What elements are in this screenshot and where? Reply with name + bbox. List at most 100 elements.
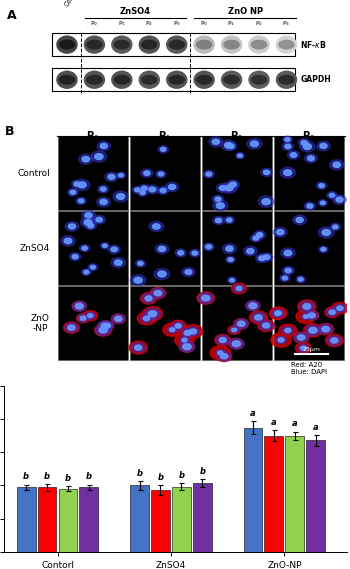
Circle shape <box>332 225 338 229</box>
Circle shape <box>224 143 232 148</box>
Circle shape <box>304 202 316 210</box>
Circle shape <box>72 301 86 311</box>
Text: b: b <box>199 467 205 476</box>
Text: 25μm: 25μm <box>302 347 321 352</box>
Circle shape <box>319 184 324 188</box>
Circle shape <box>327 336 341 345</box>
Circle shape <box>230 327 239 333</box>
Ellipse shape <box>278 75 295 85</box>
Circle shape <box>105 172 118 182</box>
Circle shape <box>82 211 95 220</box>
Circle shape <box>138 189 147 196</box>
Circle shape <box>216 335 229 345</box>
Circle shape <box>82 156 90 162</box>
Text: P$_2$: P$_2$ <box>230 130 243 143</box>
Circle shape <box>197 292 215 304</box>
Circle shape <box>131 343 145 352</box>
Circle shape <box>111 247 118 251</box>
Circle shape <box>202 295 210 301</box>
Ellipse shape <box>111 35 133 54</box>
Ellipse shape <box>251 40 267 50</box>
Circle shape <box>265 171 268 174</box>
Circle shape <box>285 138 290 141</box>
Circle shape <box>203 243 214 251</box>
Circle shape <box>273 227 287 237</box>
Circle shape <box>320 184 323 187</box>
Circle shape <box>282 142 294 150</box>
Circle shape <box>298 300 316 313</box>
Circle shape <box>229 258 232 261</box>
Circle shape <box>238 154 242 157</box>
Circle shape <box>236 152 245 159</box>
Circle shape <box>278 338 284 342</box>
Text: ZnSO4: ZnSO4 <box>20 244 50 253</box>
Circle shape <box>138 262 143 265</box>
Text: b: b <box>136 468 142 477</box>
Circle shape <box>108 245 120 254</box>
Ellipse shape <box>196 40 212 50</box>
Circle shape <box>210 346 231 360</box>
Circle shape <box>151 288 165 298</box>
Circle shape <box>135 188 140 192</box>
Circle shape <box>113 191 128 202</box>
Circle shape <box>69 253 81 261</box>
Text: P$_3$: P$_3$ <box>282 19 290 28</box>
Ellipse shape <box>221 35 242 54</box>
Ellipse shape <box>86 40 103 50</box>
Circle shape <box>184 331 191 335</box>
Circle shape <box>101 321 113 330</box>
Circle shape <box>135 188 140 191</box>
Circle shape <box>215 218 222 222</box>
Circle shape <box>156 171 166 178</box>
Circle shape <box>175 333 194 347</box>
Circle shape <box>206 172 212 176</box>
Circle shape <box>262 323 270 328</box>
Circle shape <box>282 327 293 335</box>
Circle shape <box>275 336 287 344</box>
Circle shape <box>272 309 284 318</box>
Ellipse shape <box>113 75 130 85</box>
Circle shape <box>141 314 152 323</box>
Circle shape <box>182 267 195 277</box>
Circle shape <box>72 254 78 259</box>
Circle shape <box>94 324 112 336</box>
Circle shape <box>258 196 274 207</box>
Circle shape <box>119 174 124 177</box>
Text: NF-$\kappa$B: NF-$\kappa$B <box>300 39 327 50</box>
Ellipse shape <box>84 35 105 54</box>
Circle shape <box>264 170 270 175</box>
Circle shape <box>259 256 265 261</box>
Circle shape <box>251 312 265 323</box>
Circle shape <box>215 349 225 356</box>
Circle shape <box>97 141 110 151</box>
Circle shape <box>216 184 229 192</box>
Circle shape <box>170 320 186 332</box>
Circle shape <box>160 147 166 151</box>
Circle shape <box>220 354 228 359</box>
Circle shape <box>162 149 164 150</box>
Bar <box>130 135 200 210</box>
Circle shape <box>209 137 223 147</box>
Circle shape <box>80 217 96 228</box>
Circle shape <box>318 227 334 238</box>
Circle shape <box>279 324 297 337</box>
Circle shape <box>255 315 262 320</box>
Text: P$_1$: P$_1$ <box>118 19 126 28</box>
Circle shape <box>75 303 83 309</box>
Circle shape <box>300 346 306 350</box>
Circle shape <box>237 321 245 327</box>
Circle shape <box>284 170 292 175</box>
Circle shape <box>142 307 163 321</box>
Circle shape <box>88 224 94 228</box>
Circle shape <box>317 141 330 151</box>
Circle shape <box>259 321 273 330</box>
Circle shape <box>154 291 162 296</box>
Text: P$_0$: P$_0$ <box>200 19 208 28</box>
Circle shape <box>100 242 109 249</box>
Circle shape <box>300 301 314 312</box>
Text: a: a <box>313 423 319 432</box>
Circle shape <box>80 316 86 320</box>
Circle shape <box>149 221 163 232</box>
Circle shape <box>149 187 156 192</box>
Circle shape <box>175 324 181 328</box>
